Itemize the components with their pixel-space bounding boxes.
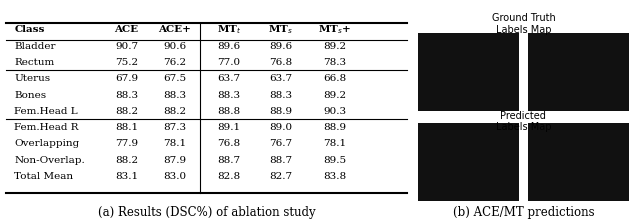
Text: 78.3: 78.3 (323, 58, 346, 67)
Text: 90.6: 90.6 (163, 42, 186, 51)
Text: 88.3: 88.3 (269, 91, 292, 99)
Text: 83.1: 83.1 (115, 172, 138, 181)
Text: Total Mean: Total Mean (15, 172, 74, 181)
Text: Overlapping: Overlapping (15, 139, 79, 148)
Text: 88.7: 88.7 (217, 156, 240, 165)
Text: Fem.Head L: Fem.Head L (15, 107, 78, 116)
Text: Predicted
Labels Map: Predicted Labels Map (495, 111, 551, 132)
Text: 78.1: 78.1 (163, 139, 186, 148)
Text: 77.0: 77.0 (217, 58, 240, 67)
Text: 88.1: 88.1 (115, 123, 138, 132)
Text: 82.7: 82.7 (269, 172, 292, 181)
Text: 87.3: 87.3 (163, 123, 186, 132)
Text: MT$_s$+: MT$_s$+ (319, 24, 351, 36)
Text: 89.2: 89.2 (323, 42, 346, 51)
Text: 67.9: 67.9 (115, 74, 138, 83)
Text: MT$_s$: MT$_s$ (268, 24, 293, 36)
Text: 88.9: 88.9 (269, 107, 292, 116)
Text: 88.8: 88.8 (217, 107, 240, 116)
Text: 88.2: 88.2 (115, 107, 138, 116)
Text: Fem.Head R: Fem.Head R (15, 123, 79, 132)
Bar (418, 124, 519, 201)
Text: 88.3: 88.3 (115, 91, 138, 99)
Text: 63.7: 63.7 (217, 74, 240, 83)
Text: 76.8: 76.8 (217, 139, 240, 148)
Text: 88.7: 88.7 (269, 156, 292, 165)
Text: (b) ACE/MT predictions: (b) ACE/MT predictions (452, 206, 594, 219)
Text: 89.0: 89.0 (269, 123, 292, 132)
Text: 63.7: 63.7 (269, 74, 292, 83)
Text: 88.3: 88.3 (163, 91, 186, 99)
Text: (a) Results (DSC%) of ablation study: (a) Results (DSC%) of ablation study (98, 206, 316, 219)
Text: 90.7: 90.7 (115, 42, 138, 51)
Bar (528, 124, 629, 201)
Text: 89.1: 89.1 (217, 123, 240, 132)
Text: 76.2: 76.2 (163, 58, 186, 67)
Text: Non-Overlap.: Non-Overlap. (15, 156, 85, 165)
Text: 83.0: 83.0 (163, 172, 186, 181)
Text: 77.9: 77.9 (115, 139, 138, 148)
Text: 82.8: 82.8 (217, 172, 240, 181)
Text: 66.8: 66.8 (323, 74, 346, 83)
Text: 89.5: 89.5 (323, 156, 346, 165)
Text: ACE+: ACE+ (158, 25, 191, 35)
Text: 88.2: 88.2 (163, 107, 186, 116)
Text: 89.6: 89.6 (269, 42, 292, 51)
Text: 76.8: 76.8 (269, 58, 292, 67)
Text: Ground Truth
Labels Map: Ground Truth Labels Map (492, 13, 556, 35)
Text: 78.1: 78.1 (323, 139, 346, 148)
Text: 87.9: 87.9 (163, 156, 186, 165)
Text: 89.2: 89.2 (323, 91, 346, 99)
Text: MT$_t$: MT$_t$ (216, 24, 241, 36)
Text: ACE: ACE (115, 25, 139, 35)
Text: 88.9: 88.9 (323, 123, 346, 132)
Text: 89.6: 89.6 (217, 42, 240, 51)
Text: Uterus: Uterus (15, 74, 51, 83)
Text: 75.2: 75.2 (115, 58, 138, 67)
Text: 76.7: 76.7 (269, 139, 292, 148)
Bar (418, 33, 519, 111)
Text: 83.8: 83.8 (323, 172, 346, 181)
Text: 67.5: 67.5 (163, 74, 186, 83)
Text: 88.3: 88.3 (217, 91, 240, 99)
Text: Bones: Bones (15, 91, 47, 99)
Text: 90.3: 90.3 (323, 107, 346, 116)
Bar (528, 33, 629, 111)
Text: Class: Class (15, 25, 45, 35)
Text: 88.2: 88.2 (115, 156, 138, 165)
Text: Rectum: Rectum (15, 58, 54, 67)
Text: Bladder: Bladder (15, 42, 56, 51)
